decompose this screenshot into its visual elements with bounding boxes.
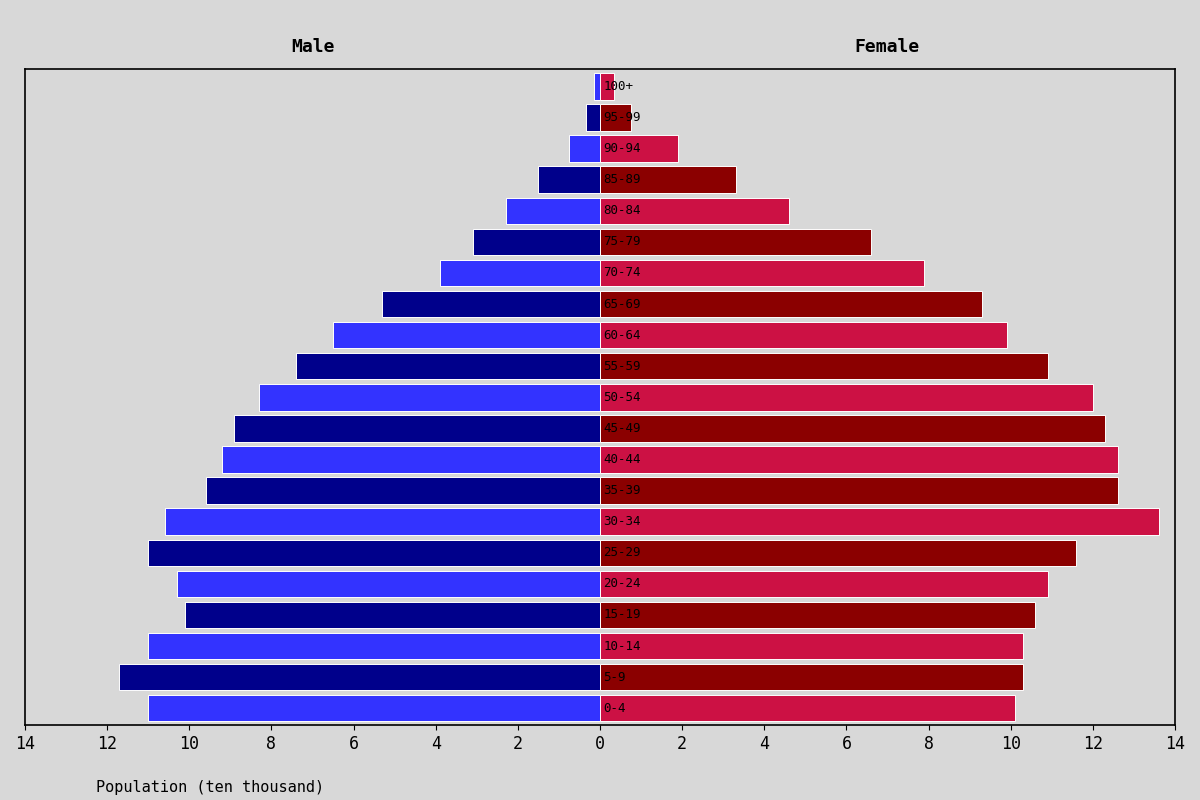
Bar: [505, 198, 600, 224]
Text: 20-24: 20-24: [604, 578, 641, 590]
Bar: [259, 384, 600, 410]
Bar: [600, 478, 1117, 504]
Text: 40-44: 40-44: [604, 453, 641, 466]
Bar: [600, 198, 788, 224]
Text: 70-74: 70-74: [604, 266, 641, 279]
Bar: [176, 570, 600, 597]
Bar: [569, 135, 600, 162]
Bar: [296, 353, 600, 379]
Bar: [600, 260, 924, 286]
Bar: [600, 322, 1007, 348]
Text: 35-39: 35-39: [604, 484, 641, 497]
Text: 10-14: 10-14: [604, 639, 641, 653]
Bar: [600, 509, 1158, 535]
Text: 45-49: 45-49: [604, 422, 641, 435]
Text: 50-54: 50-54: [604, 390, 641, 404]
Bar: [383, 291, 600, 318]
Bar: [149, 695, 600, 722]
Bar: [120, 664, 600, 690]
Bar: [234, 415, 600, 442]
Text: 30-34: 30-34: [604, 515, 641, 528]
Bar: [222, 446, 600, 473]
Text: 75-79: 75-79: [604, 235, 641, 248]
Bar: [600, 539, 1076, 566]
Bar: [149, 633, 600, 659]
Bar: [539, 166, 600, 193]
Bar: [600, 384, 1093, 410]
Bar: [600, 446, 1117, 473]
Bar: [473, 229, 600, 255]
Text: 90-94: 90-94: [604, 142, 641, 155]
Text: 80-84: 80-84: [604, 204, 641, 218]
Bar: [594, 74, 600, 100]
Text: 55-59: 55-59: [604, 360, 641, 373]
Text: Female: Female: [854, 38, 920, 56]
Text: Population (ten thousand): Population (ten thousand): [96, 780, 324, 795]
Text: 60-64: 60-64: [604, 329, 641, 342]
Bar: [600, 695, 1015, 722]
Text: 95-99: 95-99: [604, 111, 641, 124]
Bar: [600, 291, 982, 318]
Bar: [334, 322, 600, 348]
Bar: [185, 602, 600, 628]
Bar: [600, 633, 1024, 659]
Text: 85-89: 85-89: [604, 173, 641, 186]
Text: 0-4: 0-4: [604, 702, 625, 714]
Bar: [600, 415, 1105, 442]
Bar: [586, 104, 600, 130]
Bar: [600, 229, 871, 255]
Bar: [440, 260, 600, 286]
Bar: [149, 539, 600, 566]
Text: 100+: 100+: [604, 80, 634, 93]
Bar: [600, 74, 614, 100]
Bar: [600, 602, 1036, 628]
Text: 5-9: 5-9: [604, 670, 625, 683]
Bar: [600, 135, 678, 162]
Text: 25-29: 25-29: [604, 546, 641, 559]
Bar: [600, 570, 1048, 597]
Text: 65-69: 65-69: [604, 298, 641, 310]
Bar: [600, 166, 736, 193]
Bar: [600, 353, 1048, 379]
Bar: [600, 104, 631, 130]
Bar: [205, 478, 600, 504]
Text: 15-19: 15-19: [604, 609, 641, 622]
Bar: [600, 664, 1024, 690]
Text: Male: Male: [290, 38, 335, 56]
Bar: [164, 509, 600, 535]
